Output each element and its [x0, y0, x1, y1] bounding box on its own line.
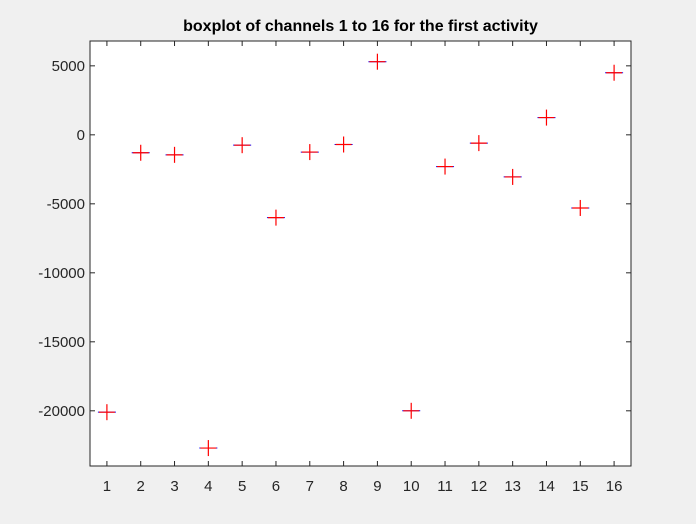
box-group: [199, 440, 218, 457]
x-tick-label: 5: [238, 478, 246, 495]
box-group: [334, 136, 353, 153]
box-group: [537, 109, 556, 126]
box-group: [131, 144, 150, 161]
y-tick-label: 0: [77, 127, 85, 144]
x-tick-label: 13: [504, 478, 521, 495]
axis-ticks: 1 2 3 4 5 6 7 8 9 10 11 12 13 14 15 1650000-5000-10000-…: [38, 41, 631, 495]
plot-area: [89, 40, 632, 467]
x-tick-label: 3: [170, 478, 178, 495]
x-tick-label: 6: [272, 478, 280, 495]
x-tick-label: 9: [373, 478, 381, 495]
box-group: [300, 144, 319, 161]
y-tick-label: -10000: [38, 265, 85, 282]
y-tick-label: 5000: [52, 58, 85, 75]
box-group: [165, 146, 184, 163]
x-tick-label: 16: [606, 478, 623, 495]
box-group: [503, 168, 522, 185]
x-tick-label: 8: [339, 478, 347, 495]
x-tick-label: 12: [471, 478, 488, 495]
x-tick-label: 7: [306, 478, 314, 495]
box-group: [571, 199, 590, 216]
box-group: [402, 402, 421, 419]
box-group: [605, 64, 624, 81]
x-tick-label: 10: [403, 478, 420, 495]
box-group: [266, 209, 285, 226]
x-tick-label: 2: [137, 478, 145, 495]
boxplot-marks: [97, 53, 624, 457]
y-tick-label: -5000: [47, 196, 85, 213]
box-group: [233, 137, 252, 154]
x-tick-label: 15: [572, 478, 589, 495]
x-tick-label: 1: [103, 478, 111, 495]
y-tick-label: -15000: [38, 334, 85, 351]
x-tick-label: 14: [538, 478, 555, 495]
box-group: [368, 53, 387, 70]
box-group: [97, 404, 116, 421]
box-group: [436, 158, 455, 175]
y-tick-label: -20000: [38, 403, 85, 420]
box-group: [469, 135, 488, 152]
x-tick-label: 11: [437, 478, 453, 495]
chart-title: boxplot of channels 1 to 16 for the firs…: [183, 18, 538, 35]
x-tick-label: 4: [204, 478, 212, 495]
